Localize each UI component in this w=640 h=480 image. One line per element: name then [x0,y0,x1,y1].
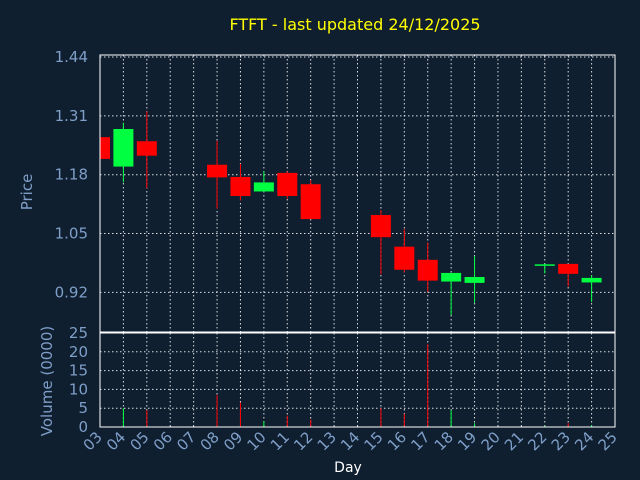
volume-tick-label: 5 [78,399,88,417]
price-tick-label: 1.31 [55,107,88,125]
candle-body [100,137,110,159]
x-tick-label: 25 [595,428,621,454]
price-grid [99,55,616,332]
x-tick-label: 10 [243,428,269,454]
candle-body [394,246,415,270]
x-tick-label: 14 [337,428,363,454]
x-tick-label: 19 [454,428,480,454]
volume-tick-label: 15 [69,362,88,380]
x-tick-label: 23 [548,428,574,454]
x-tick-label: 12 [290,428,316,454]
candle-body [558,263,579,274]
candle-body [534,264,555,266]
candle-body [277,172,298,196]
candle-body [136,141,157,156]
volume-tick-label: 0 [78,418,88,436]
candle-body [441,272,462,282]
x-tick-label: 15 [361,428,387,454]
x-tick-label: 07 [173,428,199,454]
price-candles [99,111,602,316]
x-tick-label: 20 [478,428,504,454]
price-panel-frame [99,54,616,333]
x-tick-label: 18 [431,428,457,454]
candle-body [370,214,391,238]
candle-body [207,164,228,178]
volume-tick-label: 10 [69,380,88,398]
x-tick-label: 08 [197,428,223,454]
candle-body [464,277,485,283]
volume-tick-label: 25 [69,324,88,342]
volume-bars [99,344,593,427]
candle-body [253,182,274,192]
x-tick-label: 11 [267,428,293,454]
x-tick-label: 22 [524,428,550,454]
price-axis-label: Price [18,174,36,211]
price-y-ticks: 1.44 1.31 1.18 1.05 0.92 [55,48,88,301]
candle-body [300,184,321,220]
x-tick-label: 09 [220,428,246,454]
price-tick-label: 0.92 [55,283,88,301]
x-axis-label: Day [334,460,362,476]
x-tick-label: 16 [384,428,410,454]
volume-axis-label: Volume (0000) [38,326,56,436]
volume-grid [99,332,616,428]
candle-body [230,176,251,196]
volume-panel-frame [99,332,616,428]
x-tick-label: 04 [103,428,129,454]
candle-body [417,259,438,281]
price-tick-label: 1.44 [55,48,88,66]
price-tick-label: 1.18 [55,166,88,184]
price-tick-label: 1.05 [55,225,88,243]
x-tick-label: 13 [314,428,340,454]
x-axis-ticks: 0304050607080910111213141516171819202122… [80,428,621,454]
candle-body [581,277,602,283]
x-tick-label: 24 [571,428,597,454]
x-tick-label: 21 [501,428,527,454]
volume-tick-label: 20 [69,343,88,361]
candle-body [113,129,134,167]
chart-title: FTFT - last updated 24/12/2025 [229,15,480,34]
x-tick-label: 05 [126,428,152,454]
x-tick-label: 17 [407,428,433,454]
x-tick-label: 06 [150,428,176,454]
